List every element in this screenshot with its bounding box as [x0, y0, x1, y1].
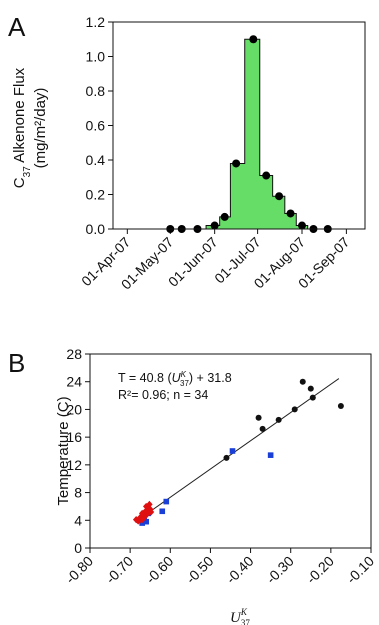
- panel-a: A C37 Alkenone Flux (mg/m²/day) 0.00.20.…: [8, 12, 366, 292]
- flux-step-area: [164, 38, 335, 230]
- panel-b-x-ticks: -0.80 -0.70 -0.60 -0.50 -0.40 -0.30 -0.20 -0.10: [62, 548, 377, 587]
- y-tick-label: 0.0: [86, 221, 106, 237]
- panel-a-ylabel-units: (mg/m²/day): [32, 88, 49, 169]
- scatter-point: [267, 452, 274, 458]
- panel-b-equation: T = 40.8 (UK 37) + 31.8: [118, 370, 232, 388]
- panel-b-xlabel-u: U: [230, 610, 242, 625]
- panel-b-xlabel-k: K: [240, 607, 248, 617]
- panel-b-equation-prefix: T = 40.8 (: [118, 371, 172, 385]
- y-tick-label: 1.2: [86, 14, 106, 30]
- regression-line: [137, 378, 340, 521]
- panel-a-label: A: [8, 12, 26, 42]
- panel-b-equation-37: 37: [180, 379, 189, 388]
- scatter-point: [223, 454, 230, 461]
- panel-b-ylabel: Temperature (C): [55, 396, 72, 505]
- flux-point: [220, 212, 229, 221]
- panel-a-y-ticks: 0.0 0.2 0.4 0.6 0.8 1.0 1.2: [86, 14, 113, 237]
- scatter-point: [337, 402, 344, 409]
- scatter-point: [291, 406, 298, 413]
- flux-point: [262, 171, 271, 180]
- y-tick-label: 24: [66, 374, 82, 390]
- panel-a-ylabel: C37 Alkenone Flux: [11, 67, 33, 188]
- y-tick-label: 8: [74, 485, 82, 501]
- panel-a-ylabel-prefix: C: [11, 177, 28, 188]
- x-tick-label: -0.30: [263, 553, 297, 587]
- panel-a-x-ticks: 01-Apr-0701-May-0701-Jun-0701-Jul-0701-A…: [78, 229, 353, 292]
- y-tick-label: 4: [74, 512, 82, 528]
- panel-b-plot: [132, 378, 344, 526]
- y-tick-label: 0.2: [86, 187, 106, 203]
- scatter-point: [309, 394, 316, 401]
- flux-point: [298, 221, 306, 230]
- flux-point: [249, 35, 258, 44]
- x-tick-label: -0.40: [223, 553, 257, 587]
- scatter-point: [143, 518, 149, 525]
- scatter-point: [275, 416, 282, 423]
- y-tick-label: 1.0: [86, 49, 106, 65]
- x-tick-label: -0.80: [62, 553, 96, 587]
- y-tick-label: 16: [66, 429, 82, 445]
- panel-a-ylabel-sub: 37: [22, 166, 33, 178]
- scatter-point: [307, 385, 314, 392]
- panel-b-frame: [89, 353, 372, 549]
- scatter-point: [259, 425, 266, 432]
- y-tick-label: 20: [66, 401, 82, 417]
- scatter-point: [146, 500, 153, 508]
- x-tick-label: -0.20: [303, 553, 337, 587]
- x-tick-label: -0.70: [102, 553, 136, 587]
- scatter-point: [143, 506, 150, 515]
- scatter-point: [138, 509, 146, 517]
- svg-text:C37 Alkenone Flux: C37 Alkenone Flux: [11, 67, 33, 188]
- flux-point: [275, 192, 284, 201]
- scatter-point: [139, 520, 145, 526]
- panel-b-xlabel: UK 37: [230, 607, 250, 625]
- scatter-point: [229, 448, 236, 454]
- panel-a-ylabel-rest: Alkenone Flux: [11, 67, 28, 166]
- scatter-point: [147, 508, 155, 516]
- x-tick-label: -0.50: [183, 553, 217, 587]
- panel-b-stats: R²= 0.96; n = 34: [118, 388, 208, 402]
- x-tick-label: -0.10: [343, 553, 377, 587]
- panel-b-equation-suffix: ) + 31.8: [189, 371, 232, 385]
- scatter-point: [143, 502, 150, 511]
- y-tick-label: 12: [66, 457, 82, 473]
- scatter-point: [299, 378, 306, 385]
- scatter-point: [159, 508, 166, 515]
- panel-a-plot: [164, 35, 335, 233]
- flux-point: [210, 221, 219, 230]
- panel-b-y-ticks: 0 4 8 12 16 20 24 28: [66, 346, 90, 556]
- panel-b-label: B: [8, 348, 25, 378]
- flux-point: [286, 209, 295, 218]
- y-tick-label: 28: [66, 346, 82, 362]
- panel-b-xlabel-37: 37: [241, 618, 251, 625]
- y-tick-label: 0: [74, 540, 82, 556]
- scatter-point: [255, 414, 262, 421]
- flux-point: [232, 159, 241, 168]
- panel-a-frame: [112, 21, 366, 230]
- y-tick-label: 0.6: [86, 118, 106, 134]
- y-tick-label: 0.8: [86, 83, 106, 99]
- panel-b-equation-u: U: [172, 371, 182, 385]
- x-tick-label: -0.60: [143, 553, 177, 587]
- panel-b-equation-k: K: [181, 370, 187, 379]
- scatter-point: [163, 498, 170, 505]
- y-tick-label: 0.4: [86, 152, 106, 168]
